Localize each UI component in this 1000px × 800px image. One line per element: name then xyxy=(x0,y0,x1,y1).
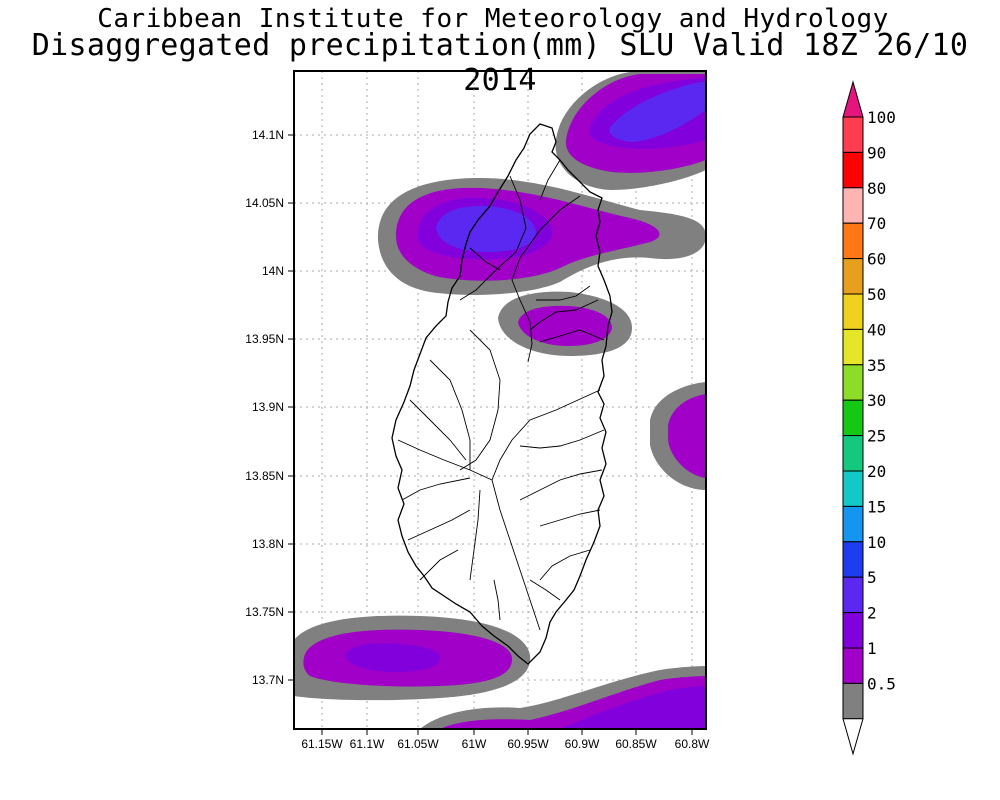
colorbar-segment xyxy=(842,258,864,295)
colorbar-label: 100 xyxy=(867,108,896,127)
colorbar-label: 5 xyxy=(867,568,877,587)
colorbar: 100 90 80 70 60 50 40 35 30 25 20 15 10 5 2 1 0.5 xyxy=(842,80,896,756)
colorbar-segment xyxy=(842,612,864,649)
colorbar-segment xyxy=(842,151,864,189)
lat-tick-label: 14.1N xyxy=(252,128,284,142)
colorbar-label: 25 xyxy=(867,427,886,446)
colorbar-label: 0.5 xyxy=(867,674,896,693)
contour-5-north xyxy=(436,205,536,252)
contour-2-southeast xyxy=(560,686,706,729)
colorbar-label: 90 xyxy=(867,143,886,162)
colorbar-segment xyxy=(842,435,864,472)
island-saint-lucia xyxy=(391,123,613,665)
colorbar-segment xyxy=(842,647,864,684)
colorbar-label: 50 xyxy=(867,285,886,304)
lat-tick-label: 13.75N xyxy=(245,605,284,619)
colorbar-label: 30 xyxy=(867,391,886,410)
lat-tick-label: 14N xyxy=(262,264,284,278)
colorbar-segment xyxy=(842,187,864,224)
contour-1-east xyxy=(668,394,706,478)
lon-tick-label: 61W xyxy=(462,737,487,751)
colorbar-segment xyxy=(842,576,864,614)
colorbar-label: 10 xyxy=(867,533,886,552)
contour-2-southwest xyxy=(345,643,440,672)
colorbar-label: 60 xyxy=(867,250,886,269)
colorbar-segment xyxy=(842,541,864,578)
colorbar-over-triangle xyxy=(842,80,864,118)
colorbar-label: 80 xyxy=(867,179,886,198)
colorbar-label: 70 xyxy=(867,214,886,233)
contour-5-northeast xyxy=(609,82,706,142)
colorbar-segment xyxy=(842,364,864,401)
lon-tick-label: 60.95W xyxy=(507,737,549,751)
lon-tick-label: 61.1W xyxy=(350,737,385,751)
colorbar-label: 40 xyxy=(867,320,886,339)
colorbar-label: 2 xyxy=(867,604,877,623)
colorbar-segment xyxy=(842,682,864,720)
island-coastline xyxy=(391,123,613,665)
latitude-axis: 14.1N 14.05N 14N 13.95N 13.9N 13.85N 13.8N 13.7… xyxy=(245,128,294,687)
title-line-1: Caribbean Institute for Meteorology and … xyxy=(97,4,889,34)
precipitation-contours xyxy=(294,71,706,729)
lon-tick-label: 60.9W xyxy=(565,737,600,751)
colorbar-segment xyxy=(842,116,864,153)
lat-tick-label: 13.8N xyxy=(252,537,284,551)
colorbar-under-triangle xyxy=(842,718,864,756)
lon-tick-label: 60.85W xyxy=(615,737,657,751)
colorbar-label: 15 xyxy=(867,497,886,516)
colorbar-segment xyxy=(842,470,864,507)
contour-1-middle xyxy=(518,305,612,346)
map-frame xyxy=(293,70,707,730)
colorbar-label: 20 xyxy=(867,462,886,481)
lat-tick-label: 14.05N xyxy=(245,196,284,210)
title-line-2: Disaggregated precipitation(mm) SLU Vali… xyxy=(31,28,969,98)
lat-tick-label: 13.9N xyxy=(252,400,284,414)
lon-tick-label: 60.8W xyxy=(675,737,710,751)
colorbar-segment xyxy=(842,328,864,366)
lon-tick-label: 61.05W xyxy=(397,737,439,751)
lat-tick-label: 13.95N xyxy=(245,332,284,346)
lon-tick-label: 61.15W xyxy=(301,737,343,751)
lat-tick-label: 13.85N xyxy=(245,469,284,483)
colorbar-segment xyxy=(842,505,864,543)
lat-tick-label: 13.7N xyxy=(252,673,284,687)
colorbar-segment xyxy=(842,222,864,260)
longitude-axis: 61.15W 61.1W 61.05W 61W 60.95W 60.9W 60.85W 60.… xyxy=(301,729,710,751)
colorbar-label: 1 xyxy=(867,639,877,658)
colorbar-segment xyxy=(842,399,864,437)
colorbar-segment xyxy=(842,293,864,330)
colorbar-label: 35 xyxy=(867,356,886,375)
